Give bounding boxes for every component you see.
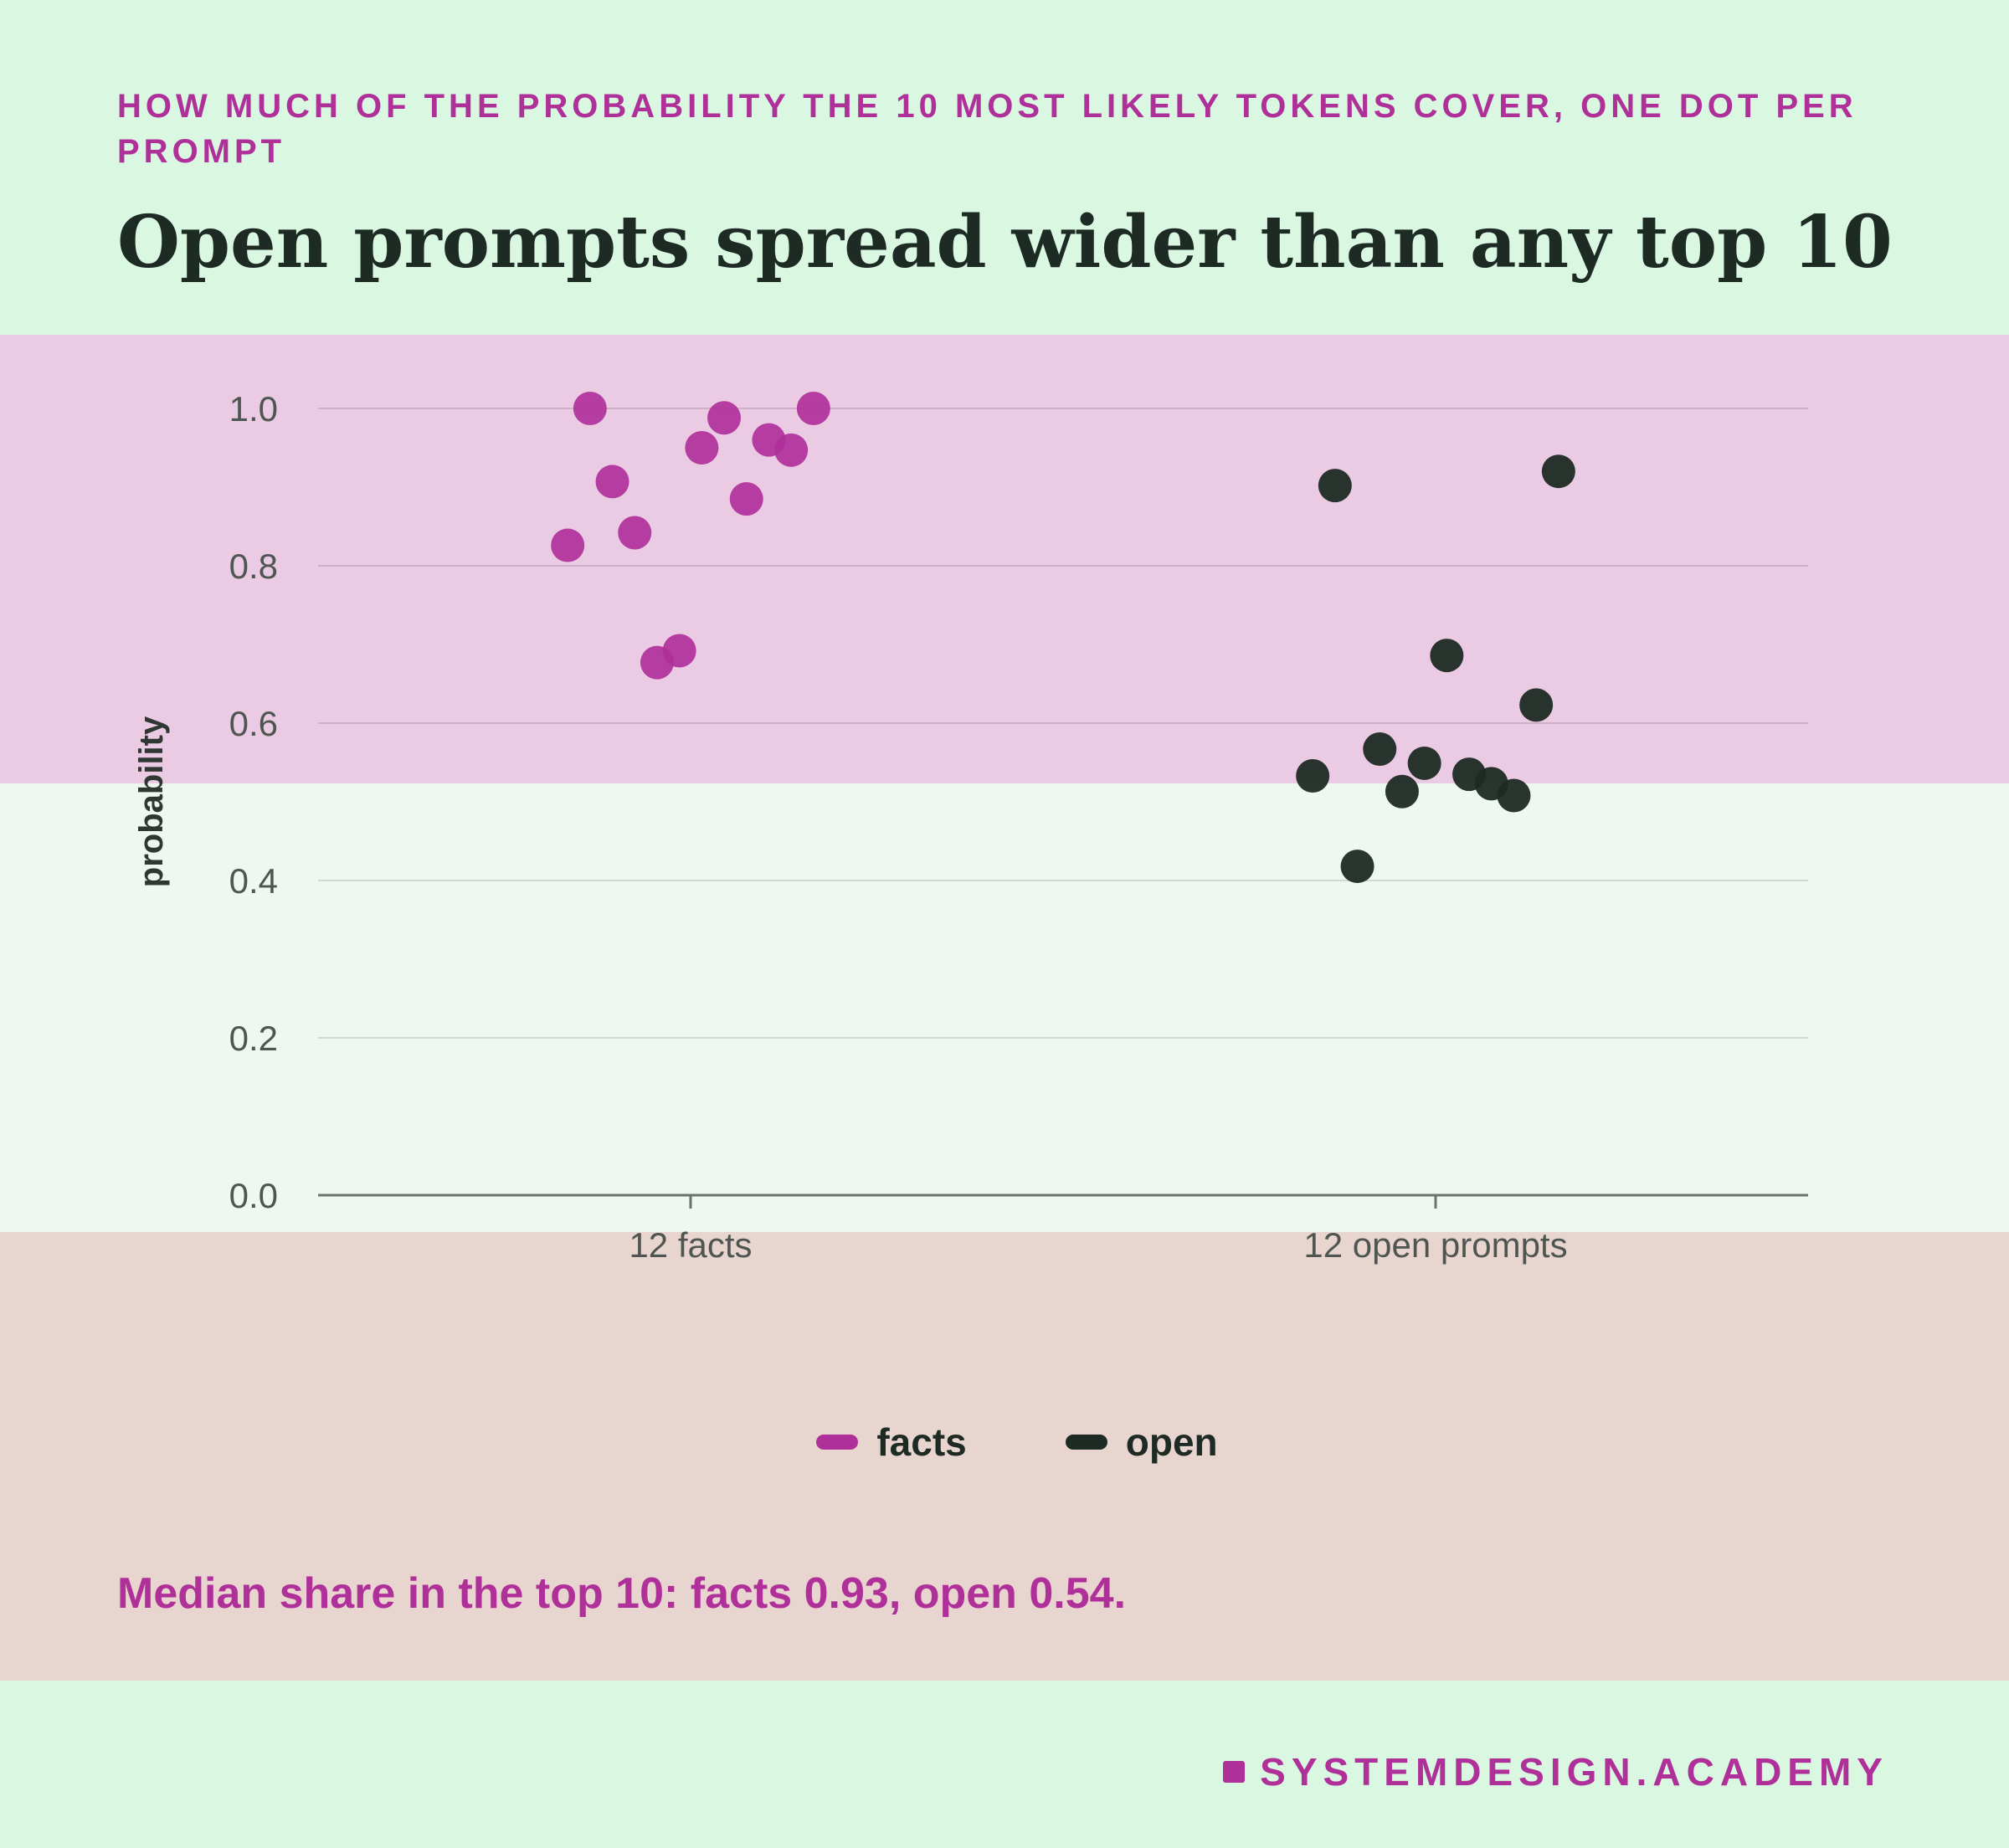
legend: facts open (0, 1419, 2009, 1465)
background-band-upper (0, 335, 2009, 783)
data-point-facts (595, 465, 629, 499)
data-point-facts (662, 634, 696, 668)
data-point-open (1340, 850, 1374, 884)
background-band-lower (0, 1232, 2009, 1681)
data-point-facts (774, 433, 809, 467)
data-point-open (1541, 454, 1575, 489)
data-point-open (1296, 758, 1330, 793)
data-points (551, 392, 1575, 884)
strip-plot: 0.0 0.2 0.4 0.6 0.8 1.0 12 facts 12 open promp… (133, 389, 1808, 1265)
brand-name: SYSTEMDESIGN.ACADEMY (1260, 1750, 1888, 1794)
data-point-facts (573, 392, 607, 425)
chart-title: Open prompts spread wider than any top 1… (117, 200, 1893, 285)
data-point-open (1497, 778, 1531, 813)
y-tick-label: 0.6 (229, 704, 278, 743)
brand-square-icon (1223, 1761, 1246, 1783)
legend-item-facts: facts (816, 1419, 967, 1465)
gridlines (318, 408, 1808, 1039)
y-tick-label: 1.0 (229, 389, 278, 429)
data-point-open (1318, 469, 1352, 503)
y-tick-label: 0.8 (229, 547, 278, 586)
data-point-facts (729, 482, 763, 516)
y-tick-label: 0.0 (229, 1176, 278, 1215)
x-tick-label: 12 open prompts (1303, 1225, 1567, 1265)
summary-note: Median share in the top 10: facts 0.93, … (117, 1569, 1127, 1618)
background-band-middle (0, 783, 2009, 1232)
x-tick-label: 12 facts (629, 1225, 752, 1265)
legend-label-facts: facts (876, 1420, 967, 1464)
legend-item-open: open (1065, 1419, 1218, 1465)
data-point-facts (796, 392, 830, 425)
brand-mark: SYSTEMDESIGN.ACADEMY (1223, 1749, 1888, 1794)
data-point-open (1363, 732, 1397, 767)
legend-swatch-open (1065, 1435, 1107, 1450)
data-point-open (1430, 639, 1464, 673)
data-point-open (1407, 746, 1441, 780)
legend-swatch-facts (816, 1435, 859, 1450)
data-point-facts (551, 528, 585, 562)
chart-subtitle: How much of the probability the 10 most … (117, 88, 1857, 170)
data-point-open (1519, 688, 1554, 722)
legend-label-open: open (1125, 1420, 1218, 1464)
y-axis-title: probability (133, 716, 170, 887)
y-tick-label: 0.4 (229, 861, 278, 901)
data-point-facts (618, 516, 652, 550)
y-tick-label: 0.2 (229, 1019, 278, 1058)
y-axis: 0.0 0.2 0.4 0.6 0.8 1.0 (229, 389, 278, 1215)
data-point-open (1385, 774, 1419, 808)
x-axis: 12 facts 12 open prompts (318, 1194, 1808, 1265)
data-point-facts (707, 401, 742, 435)
data-point-facts (685, 431, 719, 465)
